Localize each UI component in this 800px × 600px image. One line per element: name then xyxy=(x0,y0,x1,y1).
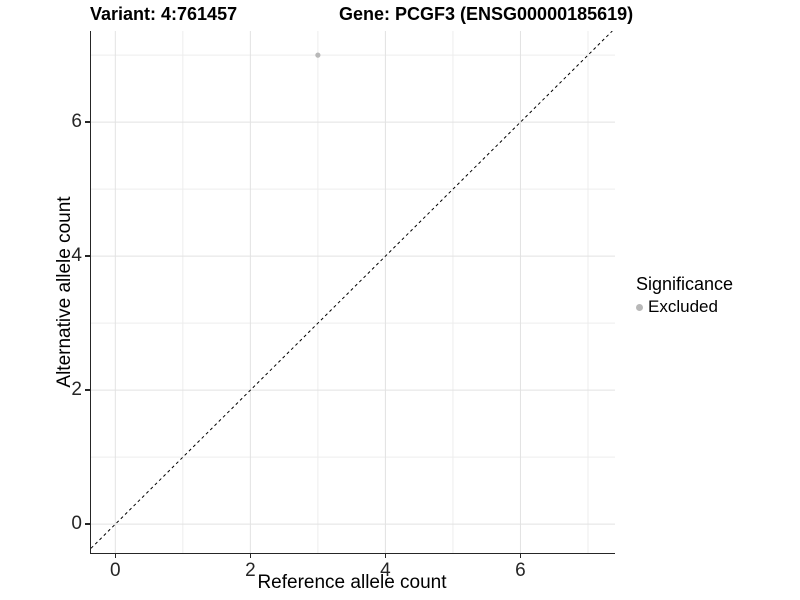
x-axis-tick xyxy=(519,553,522,558)
y-axis-tick-label: 0 xyxy=(71,513,82,535)
y-axis-tick xyxy=(84,389,90,391)
x-axis-tick xyxy=(114,553,117,558)
y-axis-tick xyxy=(84,523,90,525)
plot-title-variant: Variant: 4:761457 xyxy=(90,4,238,24)
x-axis-tick xyxy=(249,553,252,558)
legend-item-label: Excluded xyxy=(648,297,718,316)
y-axis-tick-label: 6 xyxy=(71,111,82,133)
legend-title: Significance xyxy=(636,274,734,294)
plot-title-gene: Gene: PCGF3 (ENSG00000185619) xyxy=(339,4,634,24)
x-axis-tick xyxy=(384,553,387,558)
x-axis-tick-label: 6 xyxy=(515,560,526,581)
legend: Significance Excluded xyxy=(636,274,733,317)
y-axis-tick-label: 4 xyxy=(71,245,82,267)
plot-canvas xyxy=(90,31,615,553)
data-point xyxy=(314,52,320,58)
legend-item-excluded: Excluded xyxy=(636,297,733,317)
excluded-marker-icon xyxy=(636,303,643,311)
x-axis-tick-label: 2 xyxy=(245,560,256,581)
identity-reference-line xyxy=(90,31,613,549)
y-axis-title: Alternative allele count xyxy=(54,196,75,388)
x-axis-tick-label: 0 xyxy=(110,560,121,581)
y-axis-tick-label: 2 xyxy=(71,379,82,401)
y-axis-tick xyxy=(84,255,90,257)
x-axis-title: Reference allele count xyxy=(257,572,447,593)
x-axis-tick-label: 4 xyxy=(380,560,391,581)
plot-panel xyxy=(89,31,615,554)
y-axis-tick xyxy=(84,121,90,123)
